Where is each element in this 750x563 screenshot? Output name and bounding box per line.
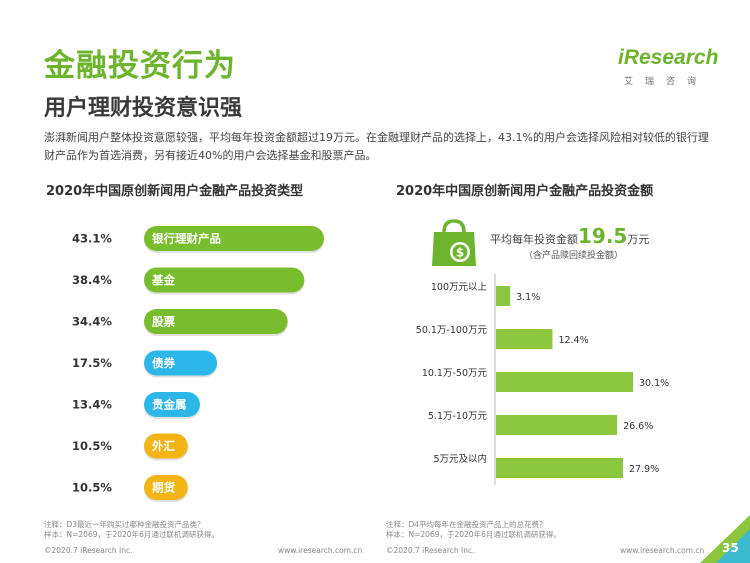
left-bar: [144, 433, 188, 459]
avg-unit: 万元: [627, 233, 650, 246]
url-left: www.iresearch.com.cn: [278, 546, 363, 555]
right-bar: [496, 415, 618, 435]
investment-amount-chart: 100万元以上 3.1% 50.1万-100万元 12.4% 10.1万-50万元 30.…: [416, 274, 669, 485]
right-bar: [496, 329, 553, 349]
right-value-label: 3.1%: [516, 292, 540, 303]
right-category-label: 50.1万-100万元: [416, 325, 488, 336]
url-right: www.iresearch.com.cn: [620, 546, 705, 555]
left-category-label: 期货: [152, 481, 175, 495]
left-note: 注释：D3最近一年购买过哪种金融投资产品类？ 样本：N=2069，于2020年6…: [44, 520, 219, 540]
right-category-label: 5.1万-10万元: [428, 411, 488, 422]
page-title: 金融投资行为: [44, 48, 236, 84]
left-value-label: 38.4%: [72, 273, 112, 287]
right-value-label: 12.4%: [558, 335, 588, 346]
left-bar: [144, 309, 288, 334]
left-value-label: 17.5%: [72, 356, 112, 370]
left-category-label: 债券: [152, 356, 175, 370]
left-value-label: 43.1%: [72, 232, 112, 246]
right-value-label: 27.9%: [629, 464, 659, 475]
page-number: 35: [722, 541, 739, 555]
left-bar: [144, 226, 324, 251]
page-description: 澎湃新闻用户整体投资意愿较强，平均每年投资金额超过19万元。在金融理财产品的选择…: [44, 131, 709, 162]
right-category-label: 10.1万-50万元: [422, 368, 488, 379]
svg-text:$: $: [456, 246, 464, 260]
left-category-label: 股票: [152, 315, 175, 329]
right-chart-title: 2020年中国原创新闻用户金融产品投资金额: [396, 184, 654, 199]
left-category-label: 贵金属: [152, 398, 187, 412]
left-bar: [144, 267, 305, 293]
left-note-question: 注释：D3最近一年购买过哪种金融投资产品类？: [44, 520, 205, 529]
right-note-sample: 样本：N=2069，于2020年6月通过联机调研获得。: [386, 530, 561, 539]
avg-value: 19.5: [578, 224, 628, 248]
left-chart-title: 2020年中国原创新闻用户金融产品投资类型: [46, 184, 304, 199]
iresearch-logo: iResearch 艾瑞咨询: [618, 40, 718, 90]
avg-note: （含产品赎回续投金额）: [524, 251, 624, 261]
page-corner-decoration: [700, 515, 750, 563]
avg-prefix: 平均每年投资金额: [490, 233, 578, 246]
right-bar: [496, 458, 623, 478]
money-bag-icon: $: [432, 219, 476, 266]
left-bar: [144, 475, 188, 500]
copyright-right: ©2020.7 iResearch Inc.: [386, 546, 475, 555]
investment-type-chart: 43.1% 银行理财产品 38.4% 基金 34.4% 股票 17.5% 债券 13.4% 贵金属…: [72, 226, 324, 502]
left-value-label: 34.4%: [72, 315, 112, 329]
left-note-sample: 样本：N=2069，于2020年6月通过联机调研获得。: [44, 530, 219, 539]
logo-word: iResearch: [618, 46, 719, 69]
left-value-label: 13.4%: [72, 398, 112, 412]
right-bar: [496, 286, 511, 306]
right-bar: [496, 372, 633, 392]
right-category-label: 5万元及以内: [433, 453, 487, 465]
right-note: 注释：D4平均每年在金融投资产品上的总花费？ 样本：N=2069，于2020年6…: [386, 520, 561, 540]
left-category-label: 基金: [151, 273, 175, 287]
left-bar: [144, 392, 200, 417]
left-bar: [144, 350, 218, 376]
left-value-label: 10.5%: [72, 439, 112, 453]
right-value-label: 30.1%: [639, 378, 669, 389]
avg-investment-line: 平均每年投资金额19.5万元: [490, 224, 649, 248]
left-category-label: 外汇: [151, 439, 175, 453]
page-subtitle: 用户理财投资意识强: [44, 96, 243, 121]
right-category-label: 100万元以上: [431, 282, 488, 293]
left-value-label: 10.5%: [72, 481, 112, 495]
copyright-left: ©2020.7 iResearch Inc.: [44, 546, 133, 555]
right-note-question: 注释：D4平均每年在金融投资产品上的总花费？: [386, 520, 547, 529]
left-category-label: 银行理财产品: [152, 232, 221, 246]
logo-sub: 艾瑞咨询: [624, 77, 709, 87]
right-value-label: 26.6%: [623, 421, 653, 432]
